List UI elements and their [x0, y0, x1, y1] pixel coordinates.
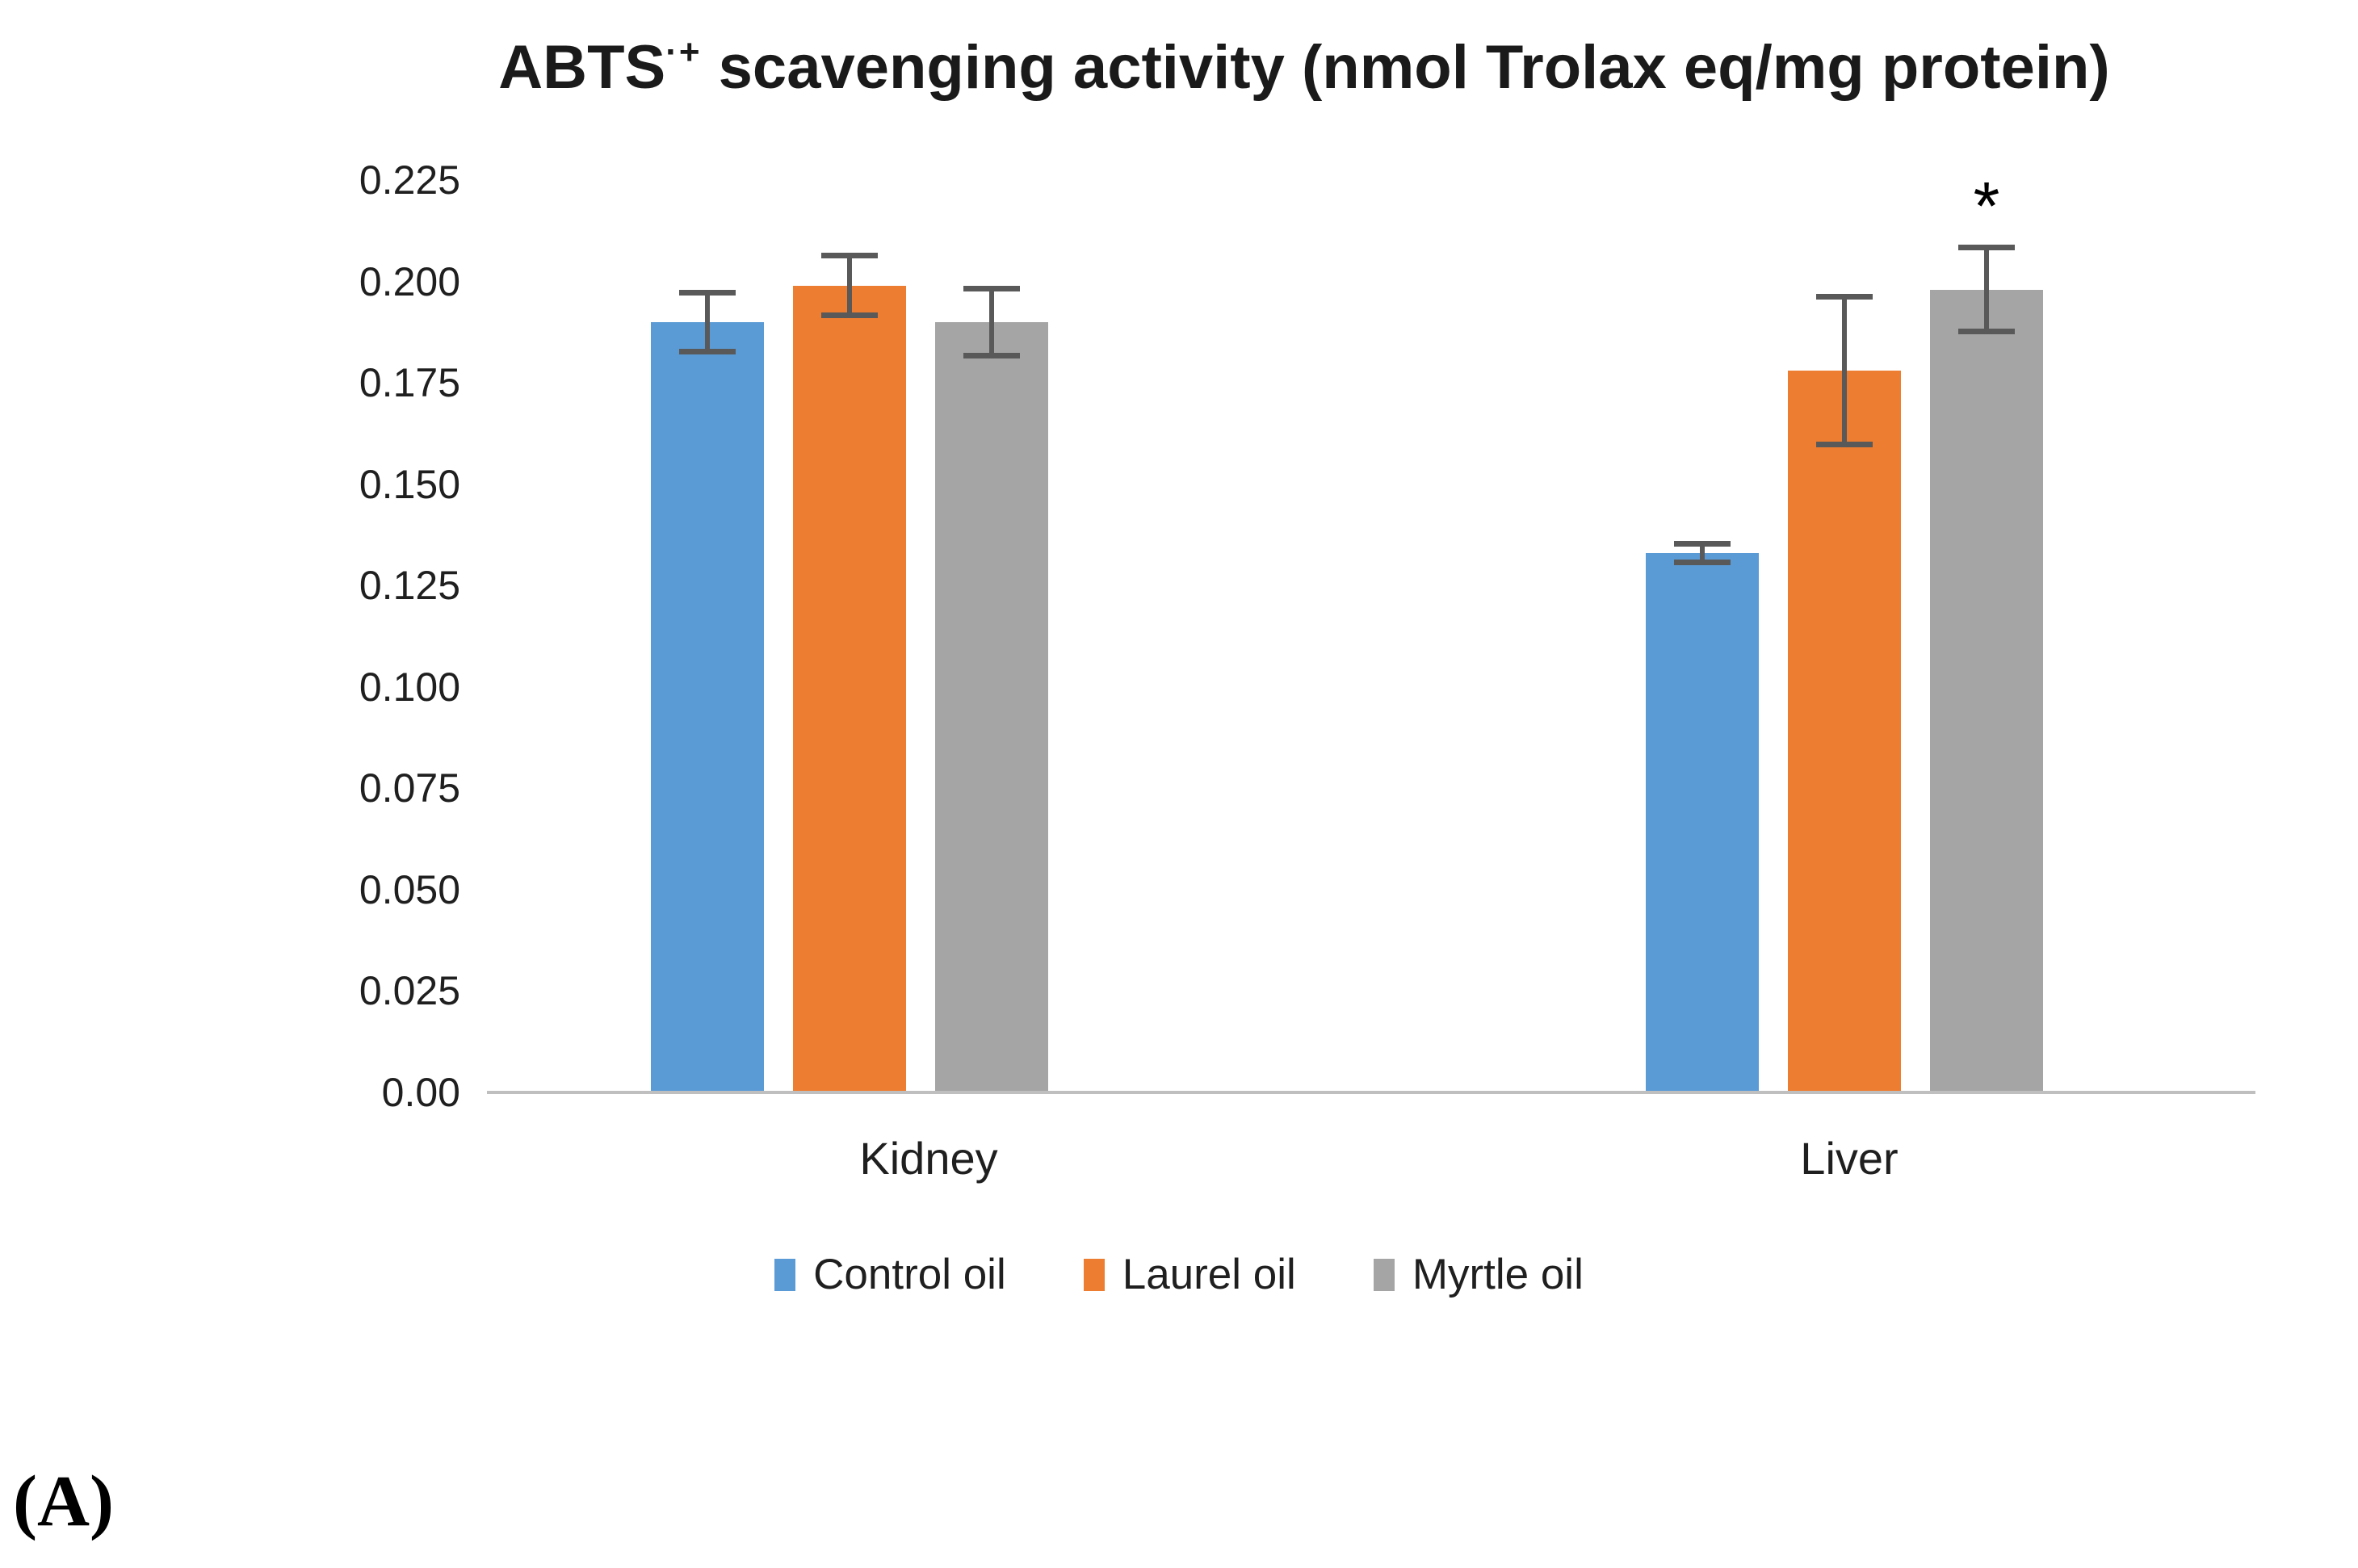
legend-swatch-laurel-oil: [1083, 1258, 1105, 1291]
error-bar-stem: [989, 285, 994, 358]
error-bar-cap-top: [821, 253, 878, 259]
x-axis-label-liver: Liver: [1800, 1133, 1899, 1184]
legend-swatch-control-oil: [774, 1258, 796, 1291]
chart-title-superscript: ·+: [665, 32, 702, 72]
bar-liver-control-oil: [1646, 553, 1759, 1092]
error-bar-cap-bottom: [963, 353, 1020, 358]
legend-label-laurel-oil: Laurel oil: [1122, 1251, 1296, 1298]
error-bar-kidney-laurel-oil: [821, 253, 878, 318]
error-bar-cap-bottom: [1958, 328, 2015, 334]
bar-kidney-laurel-oil: [793, 285, 906, 1092]
bar-liver-myrtle-oil: [1930, 289, 2043, 1092]
panel-label: (A): [13, 1461, 114, 1541]
legend-item-laurel-oil: Laurel oil: [1083, 1250, 1296, 1299]
error-bar-liver-control-oil: [1674, 541, 1731, 566]
error-bar-kidney-myrtle-oil: [963, 285, 1020, 358]
error-bar-cap-top: [1674, 541, 1731, 547]
error-bar-liver-laurel-oil: [1816, 293, 1873, 448]
significance-asterisk: *: [1973, 168, 2000, 245]
bar-kidney-myrtle-oil: [935, 321, 1048, 1092]
legend-label-control-oil: Control oil: [813, 1251, 1006, 1298]
y-axis-tick-label: 0.225: [359, 157, 460, 203]
y-axis-tick-label: 0.175: [359, 360, 460, 406]
error-bar-stem: [705, 289, 710, 354]
y-axis-tick-label: 0.025: [359, 968, 460, 1014]
y-axis-tick-label: 0.150: [359, 461, 460, 507]
y-axis-tick-label: 0.075: [359, 765, 460, 811]
legend-label-myrtle-oil: Myrtle oil: [1412, 1251, 1584, 1298]
y-axis-tick-label: 0.125: [359, 563, 460, 609]
error-bar-liver-myrtle-oil: [1958, 245, 2015, 334]
bar-liver-laurel-oil: [1788, 371, 1901, 1092]
error-bar-stem: [1700, 541, 1705, 566]
error-bar-stem: [847, 253, 852, 318]
error-bar-cap-top: [1958, 245, 2015, 251]
error-bar-kidney-control-oil: [679, 289, 736, 354]
error-bar-cap-bottom: [1674, 560, 1731, 566]
error-bar-cap-top: [679, 289, 736, 296]
error-bar-cap-top: [1816, 293, 1873, 300]
error-bar-stem: [1842, 293, 1847, 448]
y-axis-tick-label: 0.050: [359, 866, 460, 912]
legend-item-control-oil: Control oil: [774, 1250, 1006, 1299]
error-bar-stem: [1984, 245, 1989, 334]
x-axis-line: [487, 1091, 2255, 1094]
y-axis-tick-label: 0.00: [381, 1070, 460, 1115]
legend-swatch-myrtle-oil: [1373, 1258, 1395, 1291]
y-axis-tick-label: 0.100: [359, 664, 460, 710]
error-bar-cap-bottom: [679, 348, 736, 354]
legend-item-myrtle-oil: Myrtle oil: [1373, 1250, 1584, 1299]
error-bar-cap-bottom: [821, 312, 878, 318]
y-axis-tick-label: 0.200: [359, 258, 460, 304]
x-axis-label-kidney: Kidney: [859, 1133, 998, 1184]
legend: Control oil Laurel oil Myrtle oil: [0, 1250, 2358, 1299]
error-bar-cap-bottom: [1816, 442, 1873, 448]
bar-kidney-control-oil: [651, 321, 764, 1092]
chart-title: ABTS·+ scavenging activity (nmol Trolax …: [250, 32, 2358, 103]
chart-title-rest: scavenging activity (nmol Trolax eq/mg p…: [701, 33, 2110, 102]
chart-title-main: ABTS: [498, 33, 666, 102]
error-bar-cap-top: [963, 285, 1020, 291]
